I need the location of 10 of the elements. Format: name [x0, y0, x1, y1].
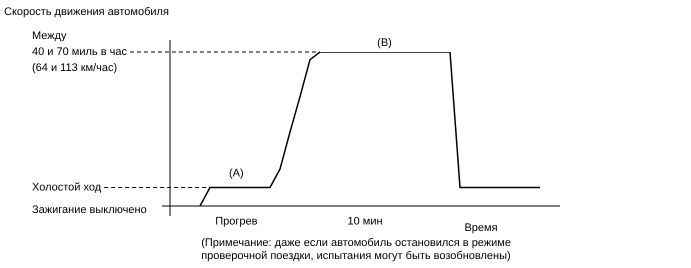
annotation: (A) [228, 168, 244, 180]
ref-line-label: Холостой ход [32, 182, 102, 194]
ref-line-label: Между 40 и 70 миль в час (64 и 113 км/час) [32, 30, 128, 74]
text: 10 мин [347, 215, 383, 228]
text: (Примечание: даже если автомобиль остановился в режиме проверочной поездки, испытания могут быть возобновлены) [201, 236, 511, 262]
x-axis-title: Время [464, 222, 498, 234]
chart-title: Скорость движения автомобиля [4, 6, 169, 18]
ref-line-label: Зажигание выключено [32, 204, 147, 216]
text: (B) [377, 36, 392, 49]
text: Прогрев [215, 215, 258, 228]
